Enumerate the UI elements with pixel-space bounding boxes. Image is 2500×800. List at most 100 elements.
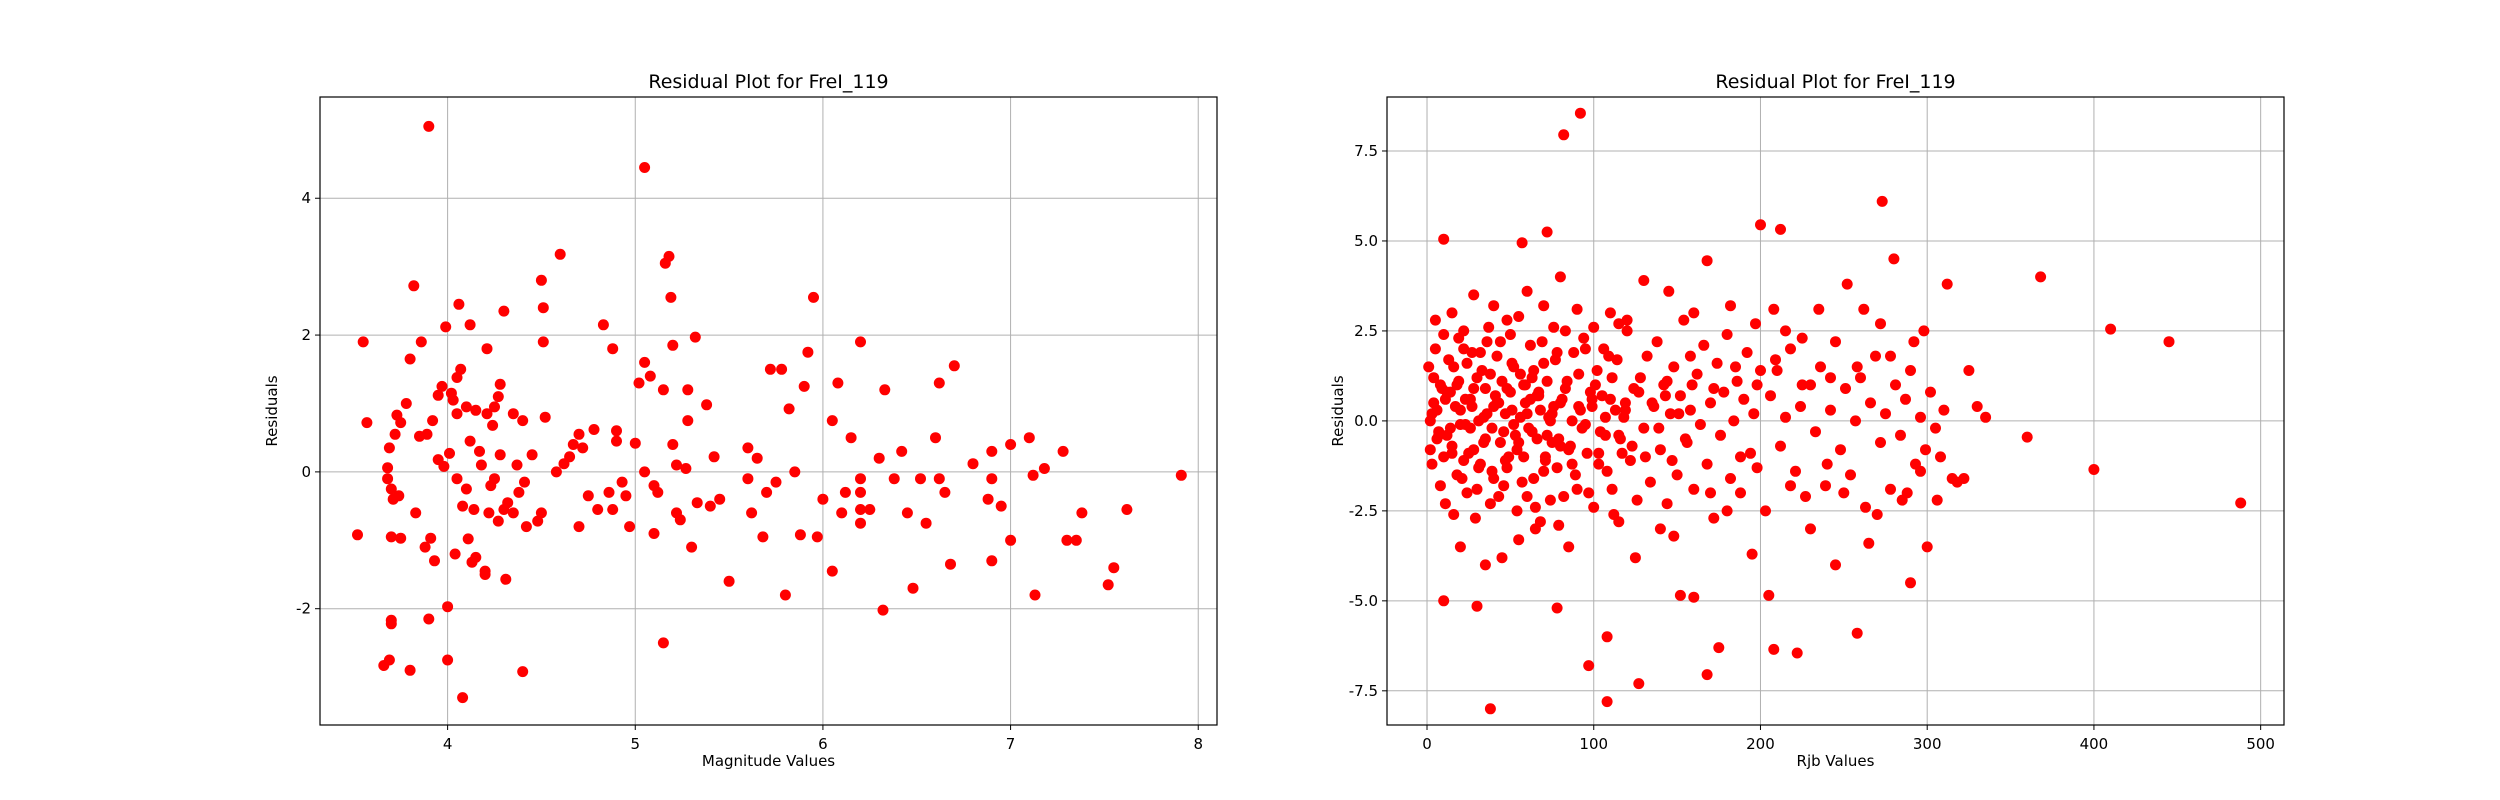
data-point (537, 302, 549, 314)
data-point (1005, 439, 1017, 450)
data-point (451, 408, 463, 420)
data-point (1925, 386, 1936, 398)
data-point (410, 507, 422, 519)
data-point (945, 558, 956, 570)
data-point (1603, 350, 1615, 362)
data-point (1568, 347, 1580, 358)
data-point (1686, 379, 1698, 391)
data-point (1038, 463, 1050, 474)
data-point (1755, 219, 1766, 231)
data-point (1666, 455, 1678, 466)
data-point (1885, 483, 1896, 495)
data-point (1524, 339, 1536, 351)
data-point (1638, 275, 1650, 286)
data-point (1558, 491, 1570, 502)
data-point (513, 486, 525, 498)
data-point (1705, 397, 1716, 409)
data-point (2021, 431, 2033, 443)
data-point (1708, 512, 1720, 524)
data-point (464, 435, 476, 447)
y-tick-label: -2 (296, 600, 311, 618)
x-tick-label: 6 (818, 735, 828, 753)
data-point (1795, 401, 1806, 412)
data-point (1439, 498, 1451, 510)
data-point (1763, 589, 1775, 601)
data-point (1583, 487, 1595, 499)
data-point (1619, 404, 1631, 416)
data-point (442, 654, 454, 666)
data-point (427, 415, 439, 427)
data-point (1775, 440, 1786, 452)
data-point (385, 531, 397, 543)
data-point (746, 507, 758, 519)
data-point (1508, 361, 1520, 373)
y-tick-label: 2.5 (1354, 322, 1378, 340)
data-point (1895, 429, 1906, 441)
data-point (1748, 408, 1760, 420)
data-point (492, 391, 504, 403)
data-point (400, 398, 412, 409)
grid (320, 97, 1217, 725)
data-point (2105, 323, 2117, 335)
data-point (1626, 440, 1638, 452)
data-point (1453, 375, 1465, 387)
data-point (1449, 401, 1461, 412)
data-point (408, 280, 420, 292)
y-tick-label: 2 (301, 326, 311, 344)
data-point (1583, 660, 1595, 672)
data-point (1684, 404, 1696, 416)
data-point (907, 582, 919, 594)
data-point (567, 439, 579, 450)
data-point (1805, 379, 1816, 391)
data-point (483, 507, 495, 519)
data-point (1901, 487, 1913, 499)
data-point (511, 459, 523, 471)
data-point (1466, 401, 1478, 412)
data-point (1436, 383, 1448, 394)
data-point (1506, 404, 1518, 416)
data-point (779, 589, 791, 601)
data-point (1524, 393, 1536, 405)
data-point (1838, 487, 1850, 499)
data-point (1496, 375, 1508, 387)
data-point (896, 445, 908, 457)
data-point (564, 451, 576, 463)
data-point (826, 565, 838, 577)
data-point (1858, 303, 1870, 315)
data-point (1651, 336, 1663, 348)
data-point (423, 120, 435, 132)
data-point (1029, 589, 1041, 601)
data-point (1426, 408, 1438, 420)
data-point (507, 507, 519, 519)
data-point (1571, 483, 1583, 495)
data-point (832, 377, 844, 389)
data-point (689, 331, 701, 343)
data-point (1646, 397, 1658, 409)
data-point (1865, 397, 1876, 409)
data-point (1638, 422, 1650, 434)
data-point (1751, 379, 1763, 391)
data-point (624, 521, 636, 533)
data-point (620, 490, 632, 502)
data-point (494, 378, 506, 390)
data-point (395, 417, 407, 429)
data-point (1688, 483, 1700, 495)
data-point (1746, 548, 1758, 560)
data-point (1471, 483, 1483, 495)
data-point (1604, 307, 1616, 319)
data-point (1796, 332, 1808, 344)
data-point (442, 601, 454, 613)
data-point (1528, 365, 1540, 376)
data-point (1484, 498, 1496, 510)
data-point (1521, 491, 1533, 502)
data-point (1428, 372, 1440, 384)
data-point (1474, 347, 1486, 358)
data-point (1588, 501, 1600, 513)
data-point (1551, 347, 1563, 358)
data-point (361, 417, 373, 429)
data-point (1905, 577, 1916, 589)
data-point (1871, 509, 1883, 520)
data-point (1479, 559, 1491, 571)
data-point (933, 473, 945, 485)
data-point (1701, 458, 1713, 470)
